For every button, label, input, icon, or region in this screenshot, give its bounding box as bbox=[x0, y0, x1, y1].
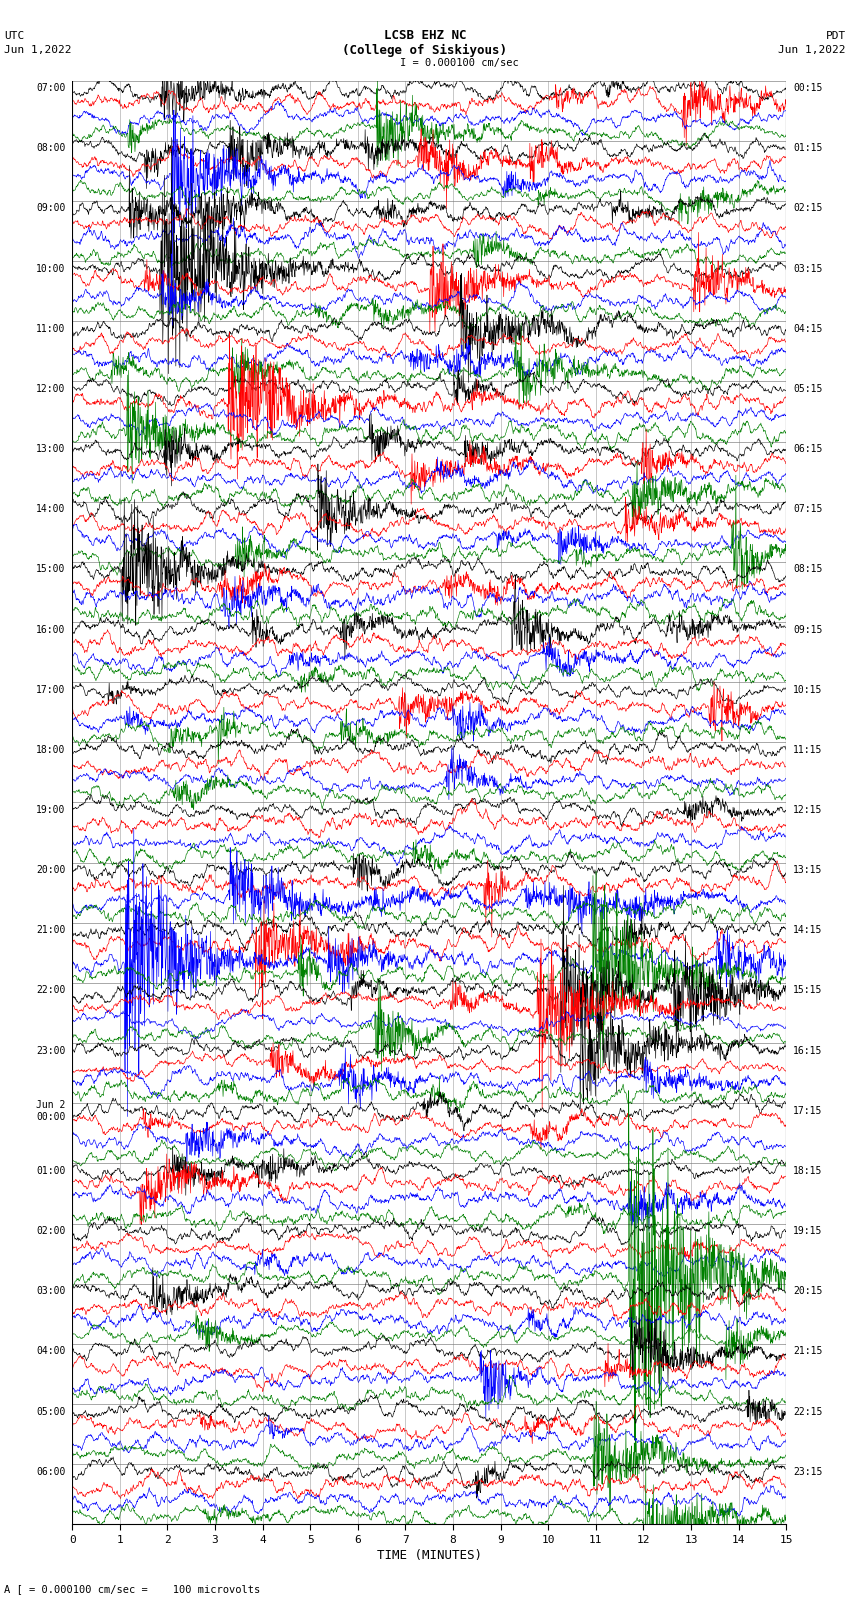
Text: I = 0.000100 cm/sec: I = 0.000100 cm/sec bbox=[400, 58, 518, 68]
Text: 02:00: 02:00 bbox=[36, 1226, 65, 1236]
Text: UTC: UTC bbox=[4, 31, 25, 40]
X-axis label: TIME (MINUTES): TIME (MINUTES) bbox=[377, 1548, 482, 1561]
Text: 08:15: 08:15 bbox=[793, 565, 823, 574]
Text: A [ = 0.000100 cm/sec =    100 microvolts: A [ = 0.000100 cm/sec = 100 microvolts bbox=[4, 1584, 260, 1594]
Text: LCSB EHZ NC: LCSB EHZ NC bbox=[383, 29, 467, 42]
Text: 01:00: 01:00 bbox=[36, 1166, 65, 1176]
Text: Jun 2
00:00: Jun 2 00:00 bbox=[36, 1100, 65, 1121]
Text: 11:00: 11:00 bbox=[36, 324, 65, 334]
Text: 06:00: 06:00 bbox=[36, 1466, 65, 1476]
Text: 18:15: 18:15 bbox=[793, 1166, 823, 1176]
Text: 08:00: 08:00 bbox=[36, 144, 65, 153]
Text: 09:00: 09:00 bbox=[36, 203, 65, 213]
Text: 13:15: 13:15 bbox=[793, 865, 823, 876]
Text: 06:15: 06:15 bbox=[793, 444, 823, 455]
Text: 16:00: 16:00 bbox=[36, 624, 65, 634]
Text: 07:15: 07:15 bbox=[793, 505, 823, 515]
Text: 05:15: 05:15 bbox=[793, 384, 823, 394]
Text: 03:15: 03:15 bbox=[793, 263, 823, 274]
Text: 00:15: 00:15 bbox=[793, 84, 823, 94]
Text: (College of Siskiyous): (College of Siskiyous) bbox=[343, 44, 507, 56]
Text: 07:00: 07:00 bbox=[36, 84, 65, 94]
Text: 11:15: 11:15 bbox=[793, 745, 823, 755]
Text: 22:15: 22:15 bbox=[793, 1407, 823, 1416]
Text: 16:15: 16:15 bbox=[793, 1045, 823, 1055]
Text: Jun 1,2022: Jun 1,2022 bbox=[4, 45, 71, 55]
Text: PDT: PDT bbox=[825, 31, 846, 40]
Text: 18:00: 18:00 bbox=[36, 745, 65, 755]
Text: 20:15: 20:15 bbox=[793, 1286, 823, 1297]
Text: 19:15: 19:15 bbox=[793, 1226, 823, 1236]
Text: 17:00: 17:00 bbox=[36, 684, 65, 695]
Text: 23:00: 23:00 bbox=[36, 1045, 65, 1055]
Text: 14:00: 14:00 bbox=[36, 505, 65, 515]
Text: 03:00: 03:00 bbox=[36, 1286, 65, 1297]
Text: 01:15: 01:15 bbox=[793, 144, 823, 153]
Text: 15:00: 15:00 bbox=[36, 565, 65, 574]
Text: 15:15: 15:15 bbox=[793, 986, 823, 995]
Text: 21:15: 21:15 bbox=[793, 1347, 823, 1357]
Text: 22:00: 22:00 bbox=[36, 986, 65, 995]
Text: 10:00: 10:00 bbox=[36, 263, 65, 274]
Text: 04:00: 04:00 bbox=[36, 1347, 65, 1357]
Text: 12:15: 12:15 bbox=[793, 805, 823, 815]
Text: 17:15: 17:15 bbox=[793, 1107, 823, 1116]
Text: 14:15: 14:15 bbox=[793, 926, 823, 936]
Text: 10:15: 10:15 bbox=[793, 684, 823, 695]
Text: 23:15: 23:15 bbox=[793, 1466, 823, 1476]
Text: 19:00: 19:00 bbox=[36, 805, 65, 815]
Text: 09:15: 09:15 bbox=[793, 624, 823, 634]
Text: 21:00: 21:00 bbox=[36, 926, 65, 936]
Text: 02:15: 02:15 bbox=[793, 203, 823, 213]
Text: 12:00: 12:00 bbox=[36, 384, 65, 394]
Text: Jun 1,2022: Jun 1,2022 bbox=[779, 45, 846, 55]
Text: 05:00: 05:00 bbox=[36, 1407, 65, 1416]
Text: 13:00: 13:00 bbox=[36, 444, 65, 455]
Text: 04:15: 04:15 bbox=[793, 324, 823, 334]
Text: 20:00: 20:00 bbox=[36, 865, 65, 876]
